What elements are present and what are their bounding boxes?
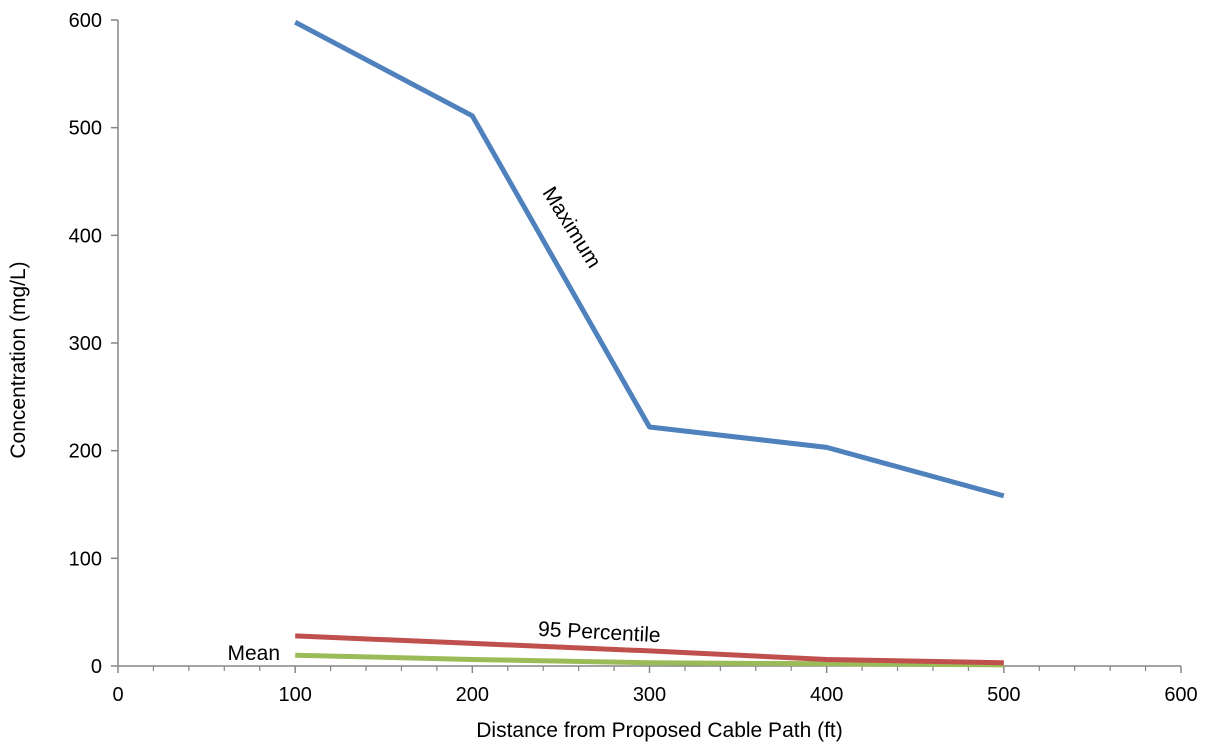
series-line-95-percentile [295, 633, 1004, 666]
series-labels: Maximum 95 Percentile Mean [227, 183, 661, 665]
y-axis-title: Concentration (mg/L) [7, 261, 30, 458]
y-tick-label: 500 [69, 118, 102, 140]
y-tick-label: 100 [69, 548, 102, 570]
y-tick-label: 300 [69, 333, 102, 355]
x-axis-title: Distance from Proposed Cable Path (ft) [476, 719, 843, 742]
x-tick-label: 0 [112, 684, 123, 706]
x-tick-label: 300 [633, 684, 666, 706]
y-tick-label: 600 [69, 10, 102, 32]
y-tick-label: 0 [91, 656, 102, 678]
x-tick-label: 500 [987, 684, 1020, 706]
x-tick-label: 200 [456, 684, 489, 706]
y-tick-label: 400 [69, 225, 102, 247]
series-line-maximum [294, 19, 1005, 499]
x-tick-label: 100 [278, 684, 311, 706]
series-label-mean: Mean [227, 642, 280, 665]
series-label-maximum: Maximum [538, 183, 606, 272]
series-label-95-percentile: 95 Percentile [538, 618, 662, 647]
axes: 0 100 200 300 400 500 600 0 100 200 300 400 500 600 [69, 10, 1198, 706]
x-tick-label: 600 [1164, 684, 1197, 706]
series-layer [294, 19, 1005, 668]
y-tick-label: 200 [69, 441, 102, 463]
series-line-mean [295, 652, 1004, 668]
x-tick-label: 400 [810, 684, 843, 706]
